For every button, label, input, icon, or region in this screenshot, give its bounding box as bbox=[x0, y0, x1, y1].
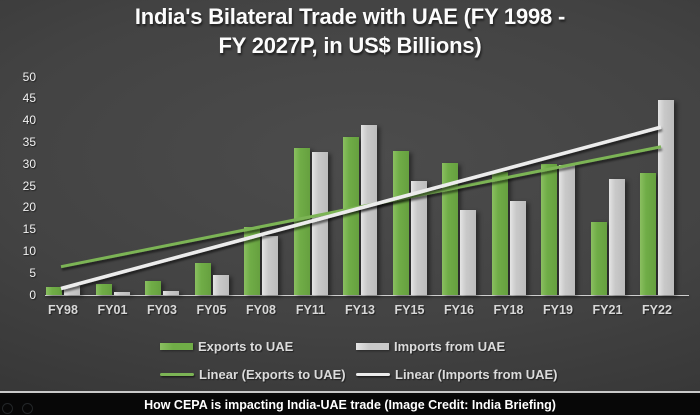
x-axis-label-FY11: FY11 bbox=[295, 303, 326, 317]
bar-exports-FY01 bbox=[95, 283, 112, 295]
image-caption-bar: How CEPA is impacting India-UAE trade (I… bbox=[0, 395, 700, 415]
y-axis-tick-20: 20 bbox=[22, 200, 36, 215]
legend-label-linear-exports: Linear (Exports to UAE) bbox=[199, 367, 346, 382]
x-axis-label-FY15: FY15 bbox=[394, 303, 425, 317]
imports-bar-swatch bbox=[356, 343, 389, 350]
y-axis-tick-30: 30 bbox=[22, 156, 36, 171]
legend-label-linear-imports: Linear (Imports from UAE) bbox=[395, 367, 558, 382]
bar-exports-FY05 bbox=[194, 263, 211, 295]
y-axis-tick-35: 35 bbox=[22, 134, 36, 149]
watermark-circle-icon bbox=[2, 403, 13, 414]
chart-slide: India's Bilateral Trade with UAE (FY 199… bbox=[0, 0, 700, 393]
y-axis-tick-45: 45 bbox=[22, 91, 36, 106]
x-axis-label-FY22: FY22 bbox=[642, 303, 672, 317]
x-axis-label-FY16: FY16 bbox=[444, 303, 474, 317]
y-axis-tick-25: 25 bbox=[22, 178, 36, 193]
y-axis-tick-5: 5 bbox=[29, 265, 36, 280]
legend-item-linear-imports: Linear (Imports from UAE) bbox=[356, 367, 558, 382]
bar-imports-FY03 bbox=[163, 290, 179, 295]
bar-exports-FY11 bbox=[293, 147, 310, 295]
x-axis-label-FY98: FY98 bbox=[48, 303, 78, 317]
bar-exports-FY21 bbox=[590, 222, 607, 295]
bar-exports-FY13 bbox=[343, 136, 359, 295]
y-axis-tick-50: 50 bbox=[22, 69, 36, 84]
bar-exports-FY08 bbox=[244, 226, 260, 295]
x-axis-label-FY03: FY03 bbox=[147, 303, 177, 317]
image-caption: How CEPA is impacting India-UAE trade (I… bbox=[144, 398, 556, 412]
bar-exports-FY16 bbox=[442, 162, 458, 295]
legend-label-imports: Imports from UAE bbox=[394, 339, 506, 354]
bar-imports-FY11 bbox=[311, 151, 328, 295]
bar-imports-FY22 bbox=[658, 99, 674, 295]
bar-exports-FY22 bbox=[640, 172, 656, 295]
legend-label-exports: Exports to UAE bbox=[198, 339, 294, 354]
bar-imports-FY19 bbox=[559, 165, 575, 295]
linear-imports-line-swatch bbox=[356, 372, 390, 377]
legend-item-exports: Exports to UAE bbox=[160, 339, 293, 354]
x-axis-label-FY01: FY01 bbox=[97, 303, 128, 317]
bar-imports-FY21 bbox=[608, 179, 625, 295]
legend-item-imports: Imports from UAE bbox=[356, 339, 505, 354]
page-title: India's Bilateral Trade with UAE (FY 199… bbox=[0, 2, 700, 60]
y-axis-tick-10: 10 bbox=[22, 243, 36, 258]
bar-exports-FY15 bbox=[392, 151, 409, 295]
bar-imports-FY98 bbox=[64, 285, 80, 295]
y-axis-tick-40: 40 bbox=[22, 113, 36, 128]
x-axis-label-FY21: FY21 bbox=[592, 303, 623, 317]
bar-imports-FY15 bbox=[410, 181, 427, 295]
bar-exports-FY19 bbox=[541, 163, 557, 295]
y-axis-tick-0: 0 bbox=[29, 287, 36, 302]
bar-imports-FY01 bbox=[113, 291, 130, 295]
x-axis-line bbox=[45, 294, 689, 297]
bar-exports-FY18 bbox=[491, 172, 508, 295]
watermark-icons bbox=[0, 399, 34, 415]
bar-imports-FY08 bbox=[262, 236, 278, 295]
x-axis-label-FY19: FY19 bbox=[543, 303, 573, 317]
chart-title-line-2: FY 2027P, in US$ Billions) bbox=[218, 33, 482, 58]
watermark-circle-icon bbox=[22, 403, 33, 414]
x-axis-label-FY08: FY08 bbox=[246, 303, 276, 317]
linear-exports-line-swatch bbox=[160, 372, 194, 377]
y-axis-tick-15: 15 bbox=[22, 222, 36, 237]
bar-imports-FY13 bbox=[361, 124, 377, 295]
bar-imports-FY05 bbox=[212, 274, 229, 295]
x-axis-label-FY18: FY18 bbox=[493, 303, 524, 317]
bar-exports-FY98 bbox=[46, 287, 62, 295]
exports-bar-swatch bbox=[160, 343, 193, 350]
bar-imports-FY18 bbox=[509, 201, 526, 295]
legend-item-linear-exports: Linear (Exports to UAE) bbox=[160, 367, 346, 382]
x-axis-label-FY13: FY13 bbox=[345, 303, 375, 317]
bar-exports-FY03 bbox=[145, 280, 161, 295]
chart-title-line-1: India's Bilateral Trade with UAE (FY 199… bbox=[134, 4, 566, 29]
bar-imports-FY16 bbox=[460, 210, 476, 295]
x-axis-label-FY05: FY05 bbox=[196, 303, 227, 317]
